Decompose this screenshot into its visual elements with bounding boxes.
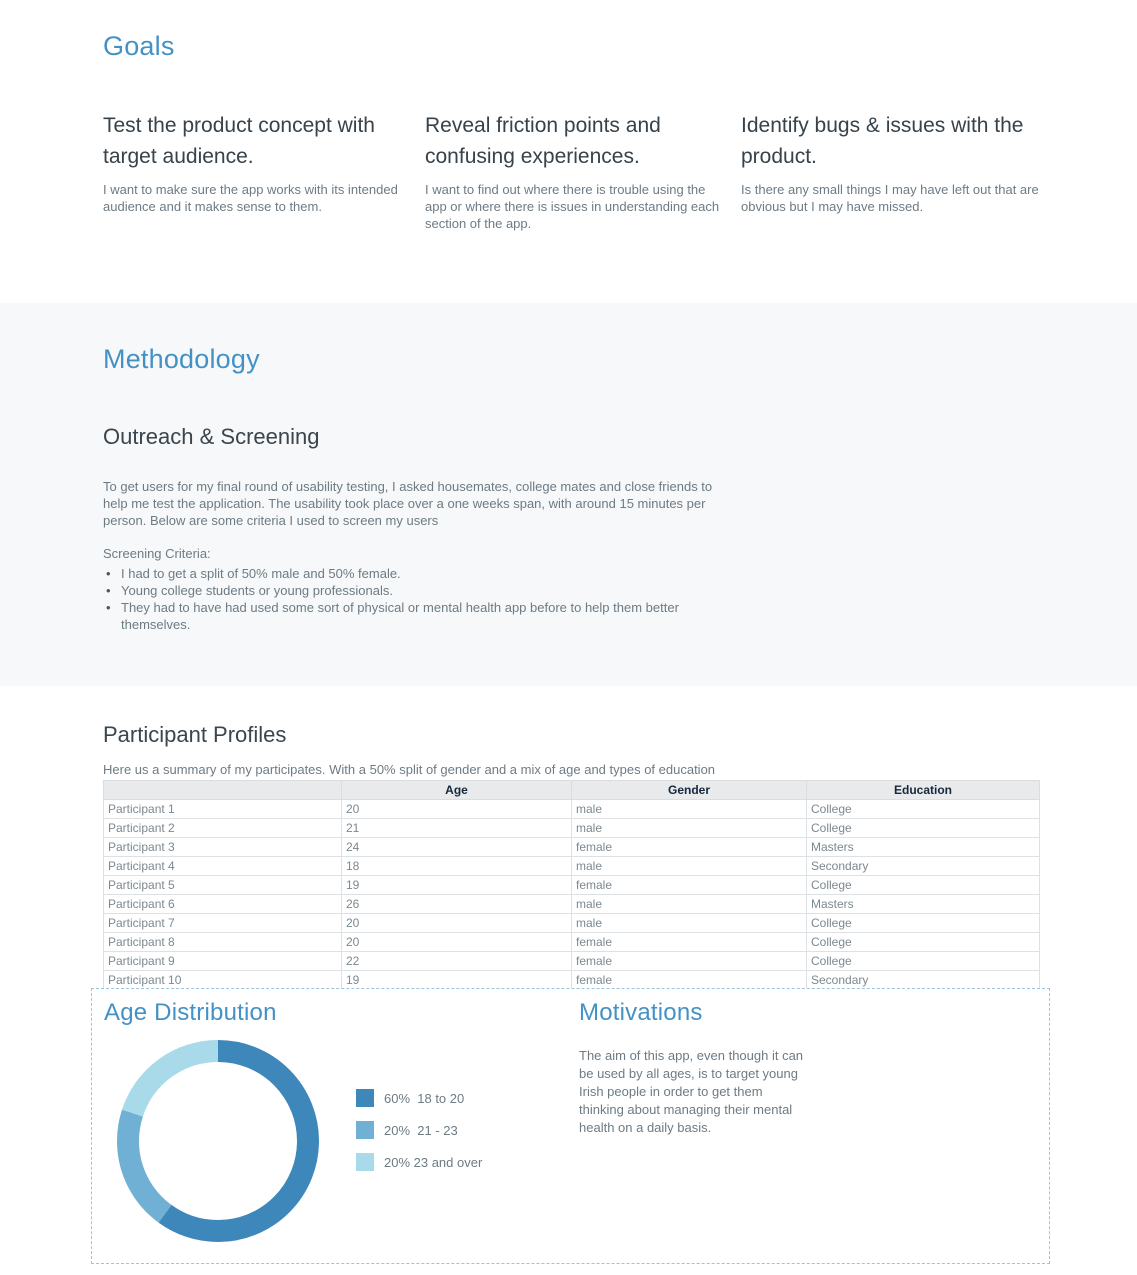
cell-age: 21 — [341, 818, 572, 838]
cell-education: Secondary — [806, 970, 1040, 990]
age-distribution-title: Age Distribution — [104, 999, 277, 1026]
cell-gender: female — [571, 932, 807, 952]
cell-age: 26 — [341, 894, 572, 914]
cell-age: 20 — [341, 913, 572, 933]
cell-participant: Participant 4 — [103, 856, 342, 876]
goal-item: Identify bugs & issues with the product.… — [741, 110, 1041, 215]
legend-label: 20% 23 and over — [384, 1154, 483, 1170]
outreach-screening-heading: Outreach & Screening — [103, 424, 320, 449]
column-header-name — [103, 780, 342, 800]
cell-gender: female — [571, 875, 807, 895]
motivations-paragraph: The aim of this app, even though it can … — [579, 1048, 804, 1135]
cell-education: Masters — [806, 894, 1040, 914]
legend-swatch-icon — [356, 1121, 374, 1139]
legend-label: 60% 18 to 20 — [384, 1090, 465, 1106]
cell-gender: male — [571, 856, 807, 876]
cell-education: College — [806, 875, 1040, 895]
cell-gender: female — [571, 970, 807, 990]
table-row: Participant 10 19 female Secondary — [103, 970, 1040, 990]
donut-slice-21-23 — [117, 1040, 319, 1242]
table-row: Participant 2 21 male College — [103, 818, 1040, 838]
legend-item: 20% 23 and over — [356, 1153, 482, 1171]
age-distribution-panel: Age Distribution 60% 18 to 20 20% 21 - 2… — [91, 988, 1050, 1264]
cell-participant: Participant 1 — [103, 799, 342, 819]
legend-item: 60% 18 to 20 — [356, 1089, 482, 1107]
cell-participant: Participant 6 — [103, 894, 342, 914]
participant-profiles-intro: Here us a summary of my participates. Wi… — [103, 762, 716, 777]
motivations-title: Motivations — [579, 999, 703, 1026]
legend-item: 20% 21 - 23 — [356, 1121, 482, 1139]
cell-education: College — [806, 913, 1040, 933]
age-distribution-donut-chart — [115, 1038, 321, 1244]
cell-participant: Participant 3 — [103, 837, 342, 857]
column-header-age: Age — [341, 780, 572, 800]
goal-item: Test the product concept with target aud… — [103, 110, 403, 215]
cell-age: 24 — [341, 837, 572, 857]
cell-participant: Participant 2 — [103, 818, 342, 838]
screening-criteria-list: I had to get a split of 50% male and 50%… — [106, 565, 681, 633]
legend-swatch-icon — [356, 1153, 374, 1171]
donut-slice-23-and-over — [117, 1040, 319, 1242]
cell-participant: Participant 5 — [103, 875, 342, 895]
cell-gender: female — [571, 837, 807, 857]
cell-age: 19 — [341, 970, 572, 990]
cell-age: 19 — [341, 875, 572, 895]
cell-education: Secondary — [806, 856, 1040, 876]
goal-body: I want to make sure the app works with i… — [103, 182, 398, 214]
goal-heading: Reveal friction points and confusing exp… — [425, 114, 661, 168]
cell-age: 20 — [341, 932, 572, 952]
donut-svg — [117, 1040, 319, 1242]
methodology-section-title: Methodology — [103, 344, 260, 374]
table-row: Participant 3 24 female Masters — [103, 837, 1040, 857]
cell-participant: Participant 9 — [103, 951, 342, 971]
criteria-item: Young college students or young professi… — [106, 582, 681, 599]
table-header-row: Age Gender Education — [103, 780, 1040, 800]
goal-item: Reveal friction points and confusing exp… — [425, 110, 725, 232]
donut-legend: 60% 18 to 20 20% 21 - 23 20% 23 and over — [356, 1089, 482, 1185]
cell-gender: male — [571, 818, 807, 838]
table-row: Participant 4 18 male Secondary — [103, 856, 1040, 876]
table-row: Participant 8 20 female College — [103, 932, 1040, 952]
cell-participant: Participant 8 — [103, 932, 342, 952]
cell-participant: Participant 7 — [103, 913, 342, 933]
legend-swatch-icon — [356, 1089, 374, 1107]
criteria-item: I had to get a split of 50% male and 50%… — [106, 565, 681, 582]
goal-body: I want to find out where there is troubl… — [425, 182, 720, 231]
column-header-education: Education — [806, 780, 1040, 800]
cell-education: College — [806, 799, 1040, 819]
criteria-item: They had to have had used some sort of p… — [106, 599, 681, 633]
participant-profiles-heading: Participant Profiles — [103, 722, 287, 747]
table-row: Participant 6 26 male Masters — [103, 894, 1040, 914]
legend-label: 20% 21 - 23 — [384, 1122, 458, 1138]
cell-participant: Participant 10 — [103, 970, 342, 990]
methodology-intro-paragraph: To get users for my final round of usabi… — [103, 479, 713, 528]
cell-education: College — [806, 818, 1040, 838]
goal-body: Is there any small things I may have lef… — [741, 182, 1039, 214]
goals-section-title: Goals — [103, 31, 175, 61]
goal-heading: Identify bugs & issues with the product. — [741, 114, 1024, 168]
cell-age: 20 — [341, 799, 572, 819]
goal-heading: Test the product concept with target aud… — [103, 114, 375, 168]
screening-criteria-label: Screening Criteria: — [103, 546, 211, 561]
cell-education: Masters — [806, 837, 1040, 857]
cell-education: College — [806, 932, 1040, 952]
table-row: Participant 7 20 male College — [103, 913, 1040, 933]
cell-education: College — [806, 951, 1040, 971]
cell-gender: male — [571, 894, 807, 914]
table-row: Participant 9 22 female College — [103, 951, 1040, 971]
cell-gender: female — [571, 951, 807, 971]
cell-gender: male — [571, 799, 807, 819]
table-row: Participant 1 20 male College — [103, 799, 1040, 819]
cell-age: 22 — [341, 951, 572, 971]
table-row: Participant 5 19 female College — [103, 875, 1040, 895]
participants-table: Age Gender Education Participant 1 20 ma… — [103, 780, 1040, 990]
cell-gender: male — [571, 913, 807, 933]
column-header-gender: Gender — [571, 780, 807, 800]
cell-age: 18 — [341, 856, 572, 876]
